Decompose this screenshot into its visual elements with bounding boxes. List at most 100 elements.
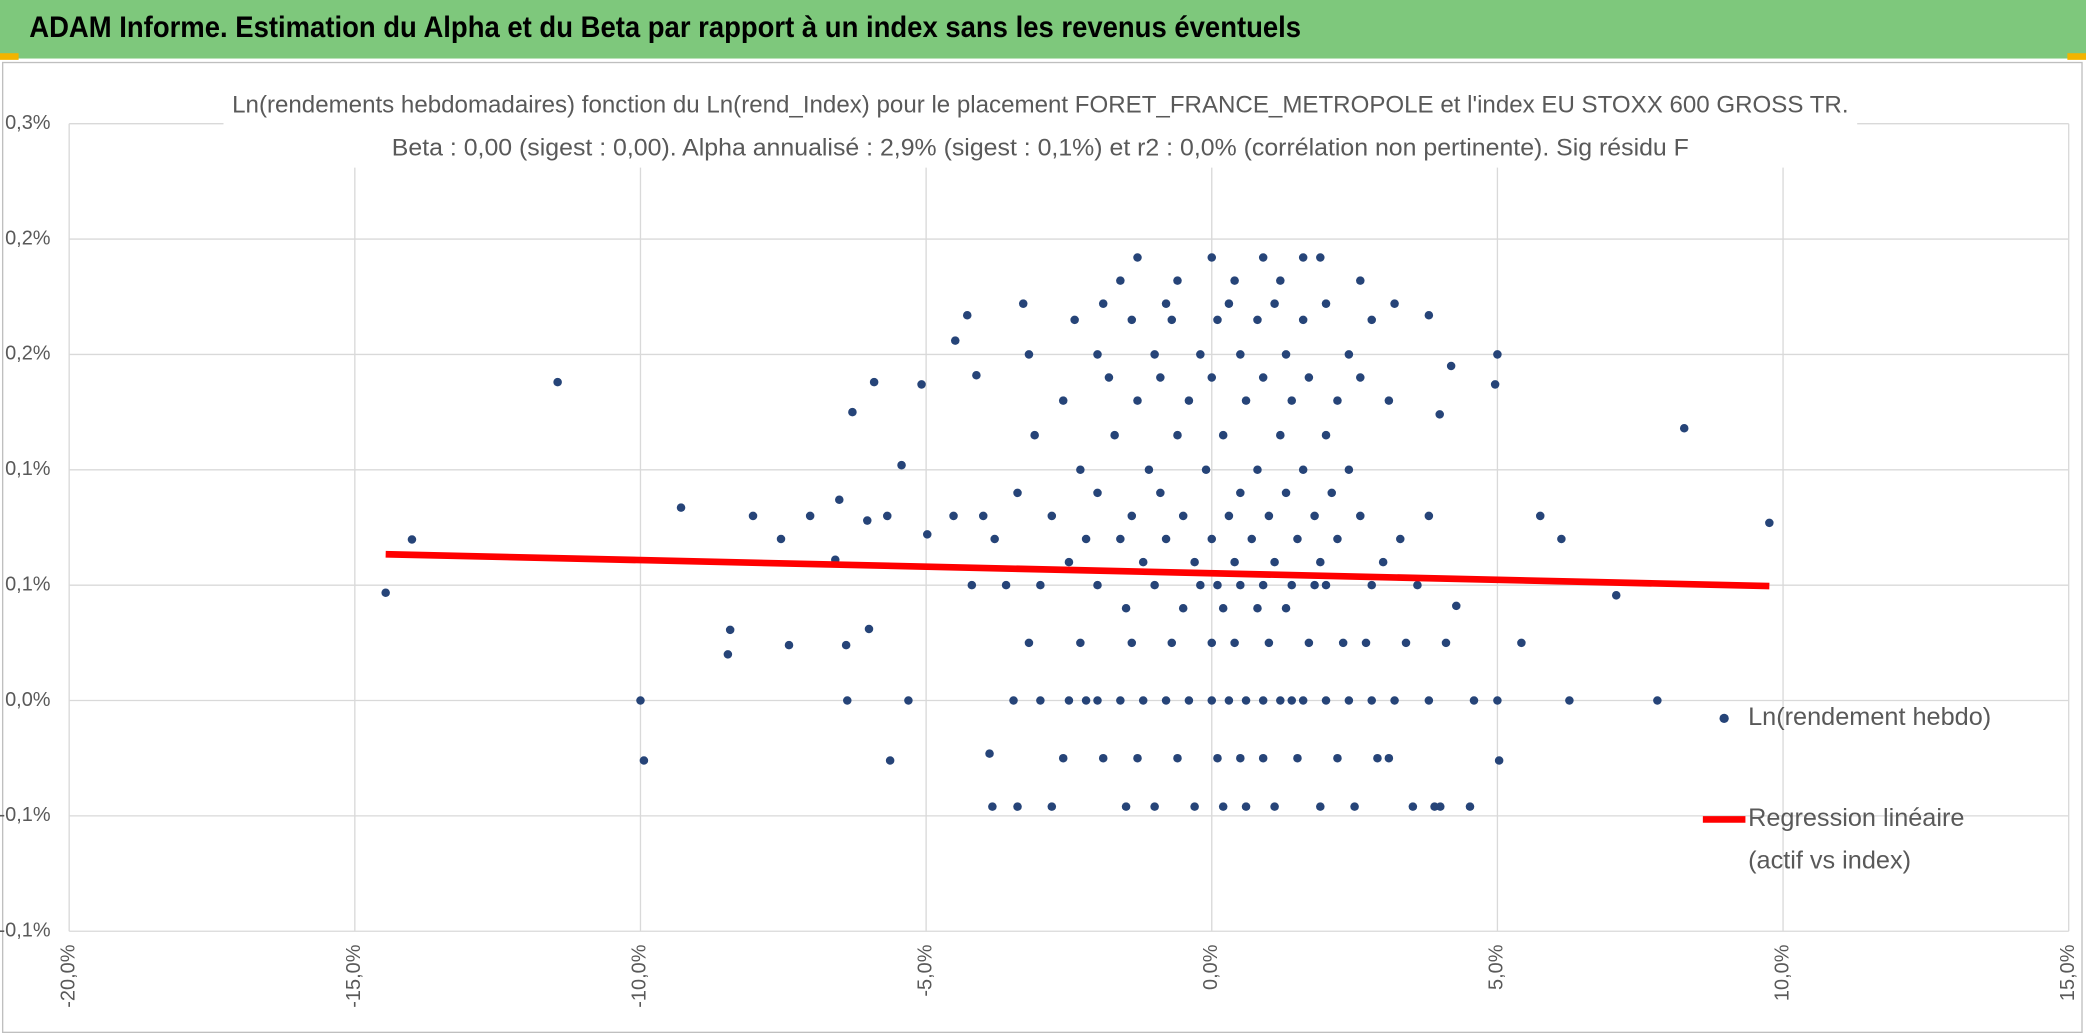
scatter-point (1236, 753, 1245, 763)
scatter-point (1465, 802, 1475, 811)
scatter-point (1356, 373, 1365, 382)
y-tick-label: 0,1% (5, 458, 51, 480)
scatter-point (1047, 511, 1057, 521)
scatter-point (990, 534, 999, 544)
scatter-point (897, 460, 906, 470)
scatter-point (978, 511, 988, 521)
scatter-point (1001, 580, 1011, 590)
x-tick-label: -5,0% (914, 944, 936, 996)
scatter-point (776, 534, 786, 544)
scatter-point (1236, 350, 1245, 359)
scatter-point (1213, 315, 1222, 325)
scatter-point (1356, 511, 1365, 521)
scatter-point (1321, 430, 1331, 440)
scatter-point (1070, 315, 1079, 325)
header-title: ADAM Informe. Estimation du Alpha et du … (29, 12, 1301, 44)
scatter-point (407, 535, 417, 544)
scatter-point (805, 511, 815, 521)
scatter-point (1241, 396, 1251, 405)
x-tick-label: 15,0% (2057, 944, 2079, 1001)
scatter-point (1493, 696, 1502, 705)
scatter-point (1258, 753, 1268, 763)
y-tick-label: -0,1% (0, 919, 51, 941)
scatter-point (1258, 373, 1268, 382)
scatter-point (1167, 315, 1177, 325)
scatter-point (1424, 696, 1434, 705)
scatter-point (1490, 380, 1500, 389)
scatter-point (1270, 802, 1279, 811)
scatter-point (1367, 696, 1376, 705)
scatter-point (1218, 430, 1228, 440)
scatter-point (1436, 802, 1445, 811)
scatter-point (1098, 753, 1108, 763)
scatter-point (1241, 802, 1251, 811)
scatter-point (1161, 299, 1171, 308)
scatter-point (949, 511, 958, 521)
scatter-point (1298, 253, 1308, 262)
scatter-point (1064, 557, 1074, 567)
scatter-point (1133, 253, 1142, 262)
scatter-point (1390, 696, 1399, 705)
scatter-point (1557, 534, 1566, 544)
scatter-point (1344, 350, 1354, 359)
scatter-point (1207, 253, 1217, 262)
scatter-point (1424, 310, 1434, 320)
scatter-point (1144, 465, 1154, 475)
scatter-point (1469, 696, 1479, 705)
scatter-point (1236, 488, 1245, 498)
scatter-point (1207, 534, 1217, 544)
scatter-point (1276, 430, 1285, 440)
scatter-point (1276, 696, 1285, 705)
scatter-point (1310, 580, 1319, 590)
scatter-point (1013, 802, 1022, 811)
legend-label: Ln(rendement hebdo) (1748, 703, 1992, 732)
scatter-point (1253, 603, 1262, 613)
scatter-point (1441, 638, 1451, 648)
scatter-point (1361, 638, 1371, 648)
scatter-point (1036, 580, 1045, 590)
scatter-point (1121, 802, 1131, 811)
scatter-point (1076, 465, 1085, 475)
scatter-point (1253, 315, 1262, 325)
scatter-point (1338, 638, 1348, 648)
scatter-point (1304, 638, 1314, 648)
scatter-point (864, 624, 874, 634)
scatter-point (636, 696, 645, 705)
scatter-point (1093, 696, 1102, 705)
scatter-point (863, 516, 872, 525)
corner-mark (2067, 53, 2086, 60)
scatter-point (1178, 603, 1188, 613)
scatter-point (1150, 802, 1159, 811)
scatter-point (1258, 580, 1268, 590)
scatter-point (1133, 396, 1142, 405)
scatter-point (1390, 299, 1399, 308)
scatter-point (1150, 350, 1159, 359)
scatter-point (1765, 518, 1774, 528)
scatter-point (1156, 373, 1165, 382)
scatter-point (1536, 511, 1545, 521)
y-tick-label: -0,1% (0, 804, 51, 826)
scatter-point (972, 370, 981, 380)
legend-item: Ln(rendement hebdo) (1748, 703, 1992, 732)
scatter-point (1401, 638, 1411, 648)
scatter-point (1058, 753, 1068, 763)
scatter-point (1201, 465, 1211, 475)
scatter-point (1116, 276, 1125, 285)
scatter-point (869, 377, 879, 387)
scatter-point (1173, 276, 1182, 285)
scatter-point (1316, 802, 1325, 811)
legend-swatch (1719, 713, 1729, 724)
scatter-point (1373, 753, 1382, 763)
scatter-point (1127, 511, 1137, 521)
scatter-point (553, 377, 562, 387)
scatter-point (1327, 488, 1336, 498)
scatter-point (843, 696, 852, 705)
scatter-point (1104, 373, 1114, 382)
scatter-point (1281, 603, 1291, 613)
y-tick-label: 0,1% (5, 573, 51, 595)
scatter-point (1493, 350, 1502, 359)
scatter-point (848, 407, 857, 417)
scatter-point (1350, 802, 1359, 811)
scatter-point (1281, 488, 1291, 498)
scatter-point (1424, 511, 1434, 521)
